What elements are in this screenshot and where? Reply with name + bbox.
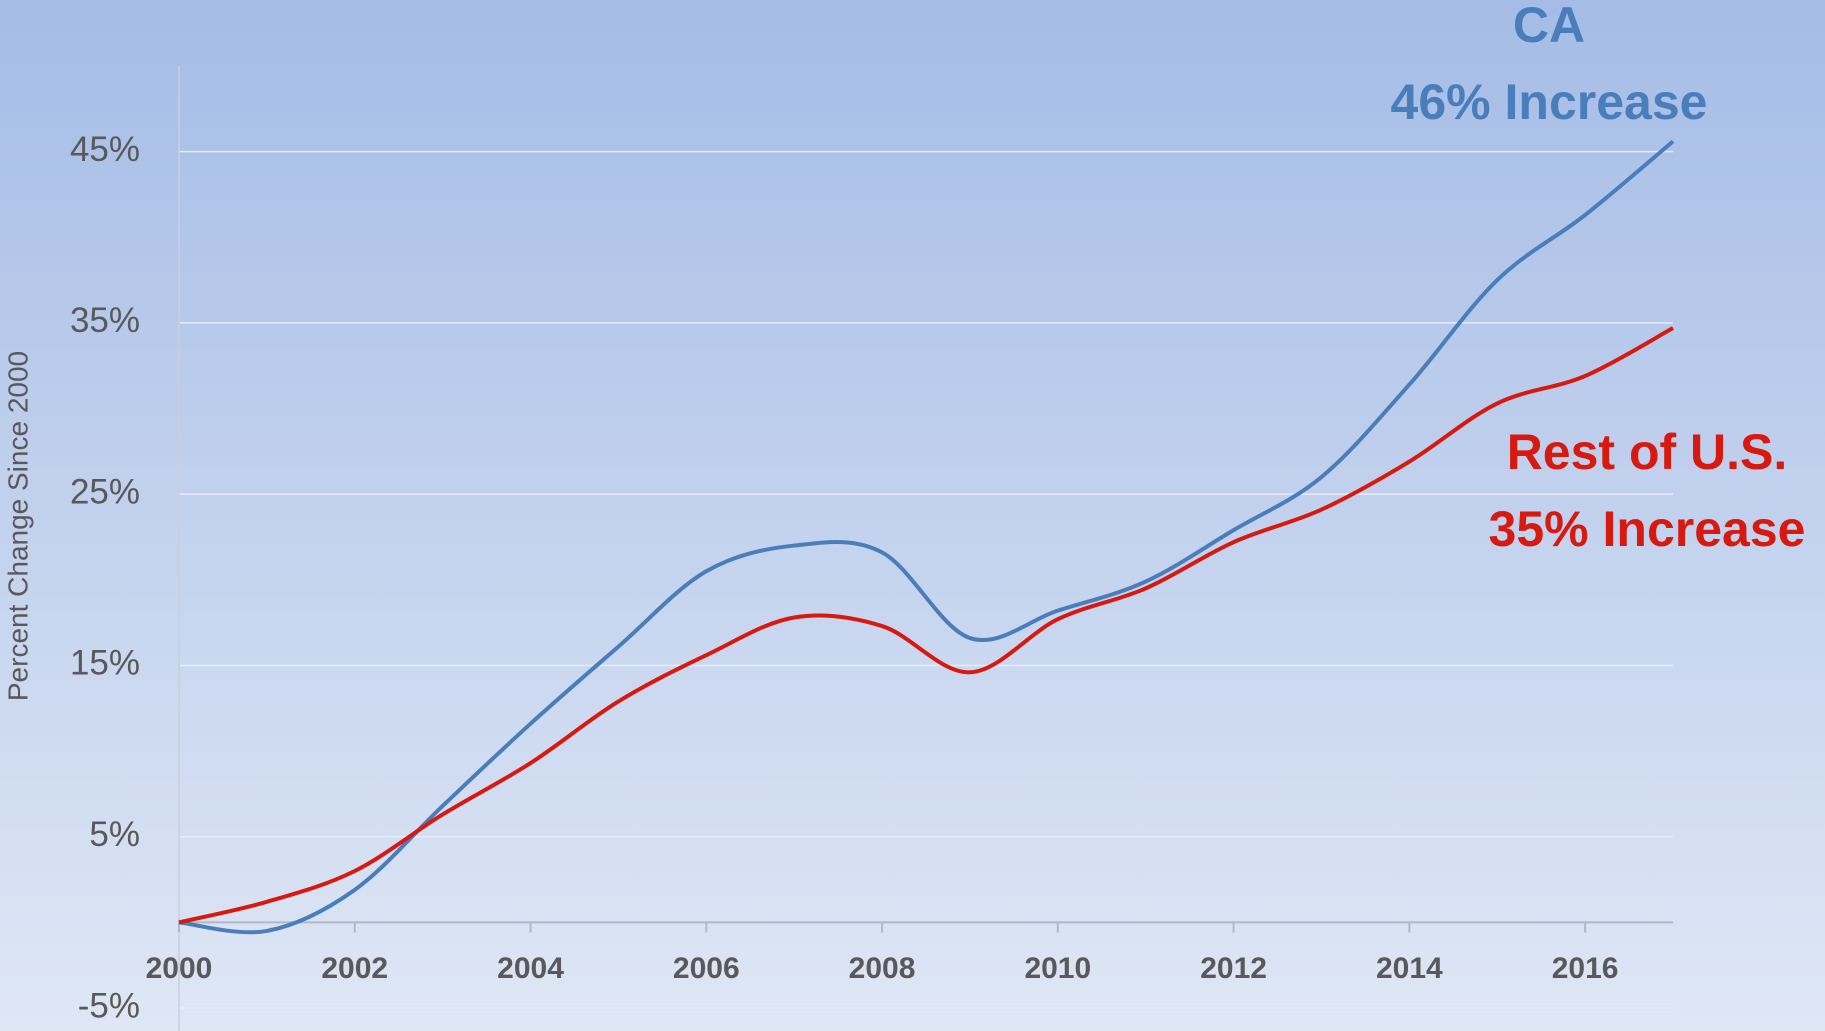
annotation: 35% Increase bbox=[1489, 501, 1806, 557]
x-tick-label: 2014 bbox=[1376, 952, 1443, 985]
series-line bbox=[178, 139, 1675, 935]
series-line bbox=[178, 326, 1674, 925]
y-tick-label: 25% bbox=[70, 472, 140, 511]
x-tick-label: 2008 bbox=[849, 952, 916, 985]
x-tick-label: 2010 bbox=[1024, 952, 1091, 985]
x-tick-label: 2002 bbox=[321, 952, 388, 985]
y-axis-label: Percent Change Since 2000 bbox=[2, 351, 33, 701]
annotation: 46% Increase bbox=[1391, 74, 1708, 130]
y-tick-label: 5% bbox=[89, 815, 140, 854]
y-tick-label: 35% bbox=[70, 301, 140, 340]
annotation: CA bbox=[1513, 0, 1585, 53]
x-tick-label: 2016 bbox=[1552, 952, 1619, 985]
x-tick-label: 2006 bbox=[673, 952, 740, 985]
x-tick-label: 2004 bbox=[497, 952, 564, 985]
x-tick-label: 2012 bbox=[1200, 952, 1267, 985]
y-tick-label: 15% bbox=[70, 644, 140, 683]
x-tick-label: 2000 bbox=[146, 952, 213, 985]
y-tick-label: -5% bbox=[78, 986, 140, 1025]
y-tick-label: 45% bbox=[70, 130, 140, 169]
annotation: Rest of U.S. bbox=[1507, 424, 1788, 480]
